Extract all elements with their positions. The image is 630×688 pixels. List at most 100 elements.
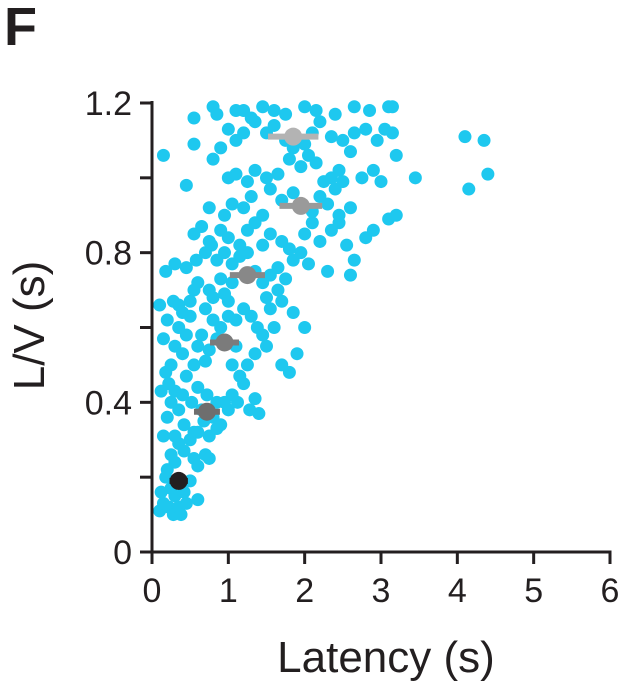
scatter-point — [347, 100, 361, 114]
scatter-point — [162, 377, 176, 391]
scatter-point — [185, 395, 199, 409]
scatter-point — [177, 418, 191, 432]
scatter-point — [309, 103, 323, 117]
scatter-point — [294, 160, 308, 174]
scatter-point — [168, 455, 182, 469]
scatter-point — [298, 321, 312, 334]
scatter-point — [275, 294, 289, 308]
scatter-point — [343, 145, 357, 159]
scatter-point — [340, 238, 354, 252]
scatter-point — [244, 309, 258, 323]
scatter-point — [218, 246, 232, 260]
scatter-point — [240, 175, 254, 189]
scatter-point — [229, 167, 243, 181]
scatter-point — [271, 261, 285, 275]
scatter-point — [202, 451, 216, 465]
scatter-point — [248, 163, 262, 177]
scatter-point — [389, 208, 403, 222]
scatter-point — [256, 328, 270, 342]
x-tick-label: 4 — [448, 572, 467, 610]
scatter-point — [218, 208, 232, 222]
scatter-point — [408, 171, 422, 185]
scatter-point — [366, 163, 380, 177]
scatter-point — [156, 332, 170, 346]
scatter-point — [366, 223, 380, 237]
scatter-point — [179, 496, 193, 510]
scatter-point — [179, 178, 193, 192]
scatter-point — [458, 130, 472, 144]
scatter-point — [202, 343, 216, 357]
scatter-point — [256, 238, 270, 252]
scatter-point — [179, 328, 193, 342]
summary-point — [284, 127, 303, 146]
scatter-point — [225, 276, 239, 290]
scatter-point — [176, 347, 190, 361]
scatter-point — [481, 167, 495, 181]
scatter-point — [263, 302, 277, 316]
scatter-point — [385, 100, 399, 114]
scatter-point — [225, 358, 239, 372]
scatter-point — [229, 313, 243, 327]
x-tick-label: 2 — [295, 572, 314, 610]
scatter-point — [343, 268, 357, 282]
scatter-point — [282, 152, 296, 166]
scatter-point — [298, 100, 312, 114]
scatter-point — [279, 107, 293, 121]
scatter-point — [248, 392, 262, 406]
scatter-point — [321, 264, 335, 278]
scatter-point — [370, 133, 384, 147]
scatter-point — [267, 103, 281, 117]
scatter-point — [214, 321, 228, 334]
scatter-point — [168, 429, 182, 443]
scatter-point — [174, 508, 188, 522]
scatter-point — [225, 197, 239, 211]
scatter-point — [168, 257, 182, 271]
scatter-point — [177, 444, 191, 458]
data-points — [153, 100, 495, 522]
scatter-point — [256, 208, 270, 222]
scatter-point — [336, 133, 350, 147]
scatter-point — [172, 403, 186, 417]
x-tick-label: 5 — [524, 572, 543, 610]
scatter-point — [363, 103, 377, 117]
scatter-point — [176, 388, 190, 402]
scatter-point — [347, 253, 361, 267]
scatter-point — [324, 130, 338, 144]
scatter-point — [260, 291, 273, 305]
scatter-point — [355, 171, 369, 185]
scatter-point — [260, 171, 273, 185]
x-tick-label: 0 — [143, 572, 162, 610]
scatter-point — [191, 425, 205, 439]
scatter-point — [191, 276, 205, 290]
scatter-point — [343, 201, 357, 215]
scatter-point — [202, 234, 216, 248]
scatter-point — [332, 163, 346, 177]
scatter-point — [214, 272, 228, 286]
scatter-point — [271, 283, 285, 297]
scatter-point — [374, 175, 388, 189]
scatter-point — [256, 100, 270, 114]
scatter-point — [313, 234, 327, 248]
scatter-point — [260, 339, 273, 353]
scatter-point — [221, 403, 235, 417]
y-tick-label: 0 — [113, 534, 132, 572]
scatter-point — [332, 208, 346, 222]
scatter-point — [221, 122, 235, 136]
scatter-point — [385, 126, 399, 140]
y-tick-label: 0.4 — [85, 384, 132, 422]
scatter-point — [286, 306, 300, 320]
scatter-point — [309, 156, 323, 170]
scatter-point — [359, 122, 373, 136]
scatter-point — [198, 302, 212, 316]
scatter-point — [206, 291, 220, 305]
scatter-point — [230, 395, 244, 409]
scatter-point — [191, 493, 205, 507]
scatter-point — [153, 298, 167, 312]
scatter-point — [271, 167, 285, 181]
scatter-point — [294, 246, 308, 260]
y-axis-title: L/V (s) — [5, 261, 54, 391]
scatter-point — [282, 365, 296, 379]
x-axis-title: Latency (s) — [277, 633, 495, 682]
scatter-point — [462, 182, 476, 196]
